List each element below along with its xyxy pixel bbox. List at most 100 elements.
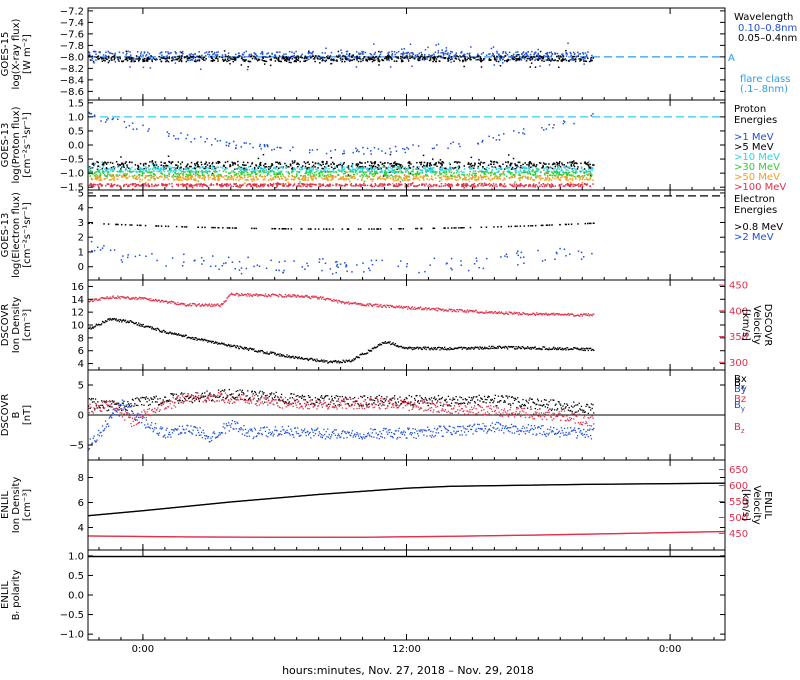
data-point [462,60,464,63]
data-point [391,174,393,177]
data-point [416,170,419,173]
data-point [589,166,592,169]
data-point [145,169,148,172]
data-point [406,57,408,59]
data-point [267,184,269,186]
data-point [320,169,322,172]
data-point [251,57,254,60]
data-point [409,55,411,57]
data-point [345,171,347,173]
y-tick-label: 0.5 [68,126,84,137]
data-point [219,175,221,177]
data-point [186,175,189,177]
data-point [212,174,215,176]
data-point [463,55,466,58]
data-point [489,175,492,177]
data-point [332,228,334,230]
data-point [318,258,321,260]
data-point [553,59,555,62]
data-point [404,151,407,154]
data-point [94,56,96,58]
data-point [433,163,435,166]
data-point [587,222,589,225]
data-point [513,183,516,185]
data-point [589,57,592,60]
data-point [411,182,414,184]
data-point [330,171,332,173]
data-point [450,174,452,177]
series->5 MeV [88,153,595,177]
data-point [462,183,465,185]
data-point [385,174,387,176]
data-point [562,120,565,122]
data-point [573,53,576,55]
data-point [88,166,90,169]
data-point [358,57,360,60]
data-point [161,172,163,175]
data-point [235,178,237,181]
data-point [523,185,526,187]
data-point [237,172,239,175]
data-point [477,167,479,170]
data-point [330,157,332,159]
data-point [129,170,132,173]
data-point [172,166,175,169]
data-point [324,185,327,188]
data-point [406,169,409,172]
data-point [319,185,322,187]
data-point [135,128,138,130]
data-point [561,59,563,61]
data-point [529,59,531,61]
data-point [430,175,433,177]
data-point [206,172,209,175]
data-point [214,176,216,179]
data-point [122,171,124,173]
data-point [404,186,407,188]
data-point [103,173,106,176]
data-point [444,175,446,178]
data-point [439,167,441,170]
data-point [243,142,246,144]
data-point [586,173,588,175]
data-point [449,163,452,166]
data-point [345,58,348,61]
data-point [292,167,295,169]
data-point [192,173,195,175]
data-point [118,169,120,172]
data-point [171,57,173,59]
data-point [534,170,537,173]
data-point [125,168,127,170]
data-point [227,184,230,187]
data-point [214,226,216,229]
data-point [589,176,592,178]
data-point [211,162,214,165]
data-point [198,58,201,61]
data-point [244,170,246,173]
data-point [203,174,205,177]
data-point [361,52,364,54]
data-point [349,55,351,58]
data-point [305,179,307,181]
data-point [432,57,435,60]
data-point [531,57,534,60]
data-point [516,184,519,187]
data-point [536,167,538,170]
data-point [143,60,146,62]
data-point [477,179,480,181]
data-point [136,171,138,174]
data-point [263,63,266,65]
data-point [159,170,161,172]
data-point [218,179,220,182]
data-point [280,170,283,172]
data-point [389,56,391,58]
data-point [475,174,477,177]
data-point [543,168,545,170]
data-point [181,161,184,163]
data-point [451,185,453,188]
data-point [450,57,453,59]
data-point [296,55,298,57]
data-point [361,50,363,53]
data-point [177,165,179,167]
data-point [186,179,189,181]
data-point [162,57,165,59]
